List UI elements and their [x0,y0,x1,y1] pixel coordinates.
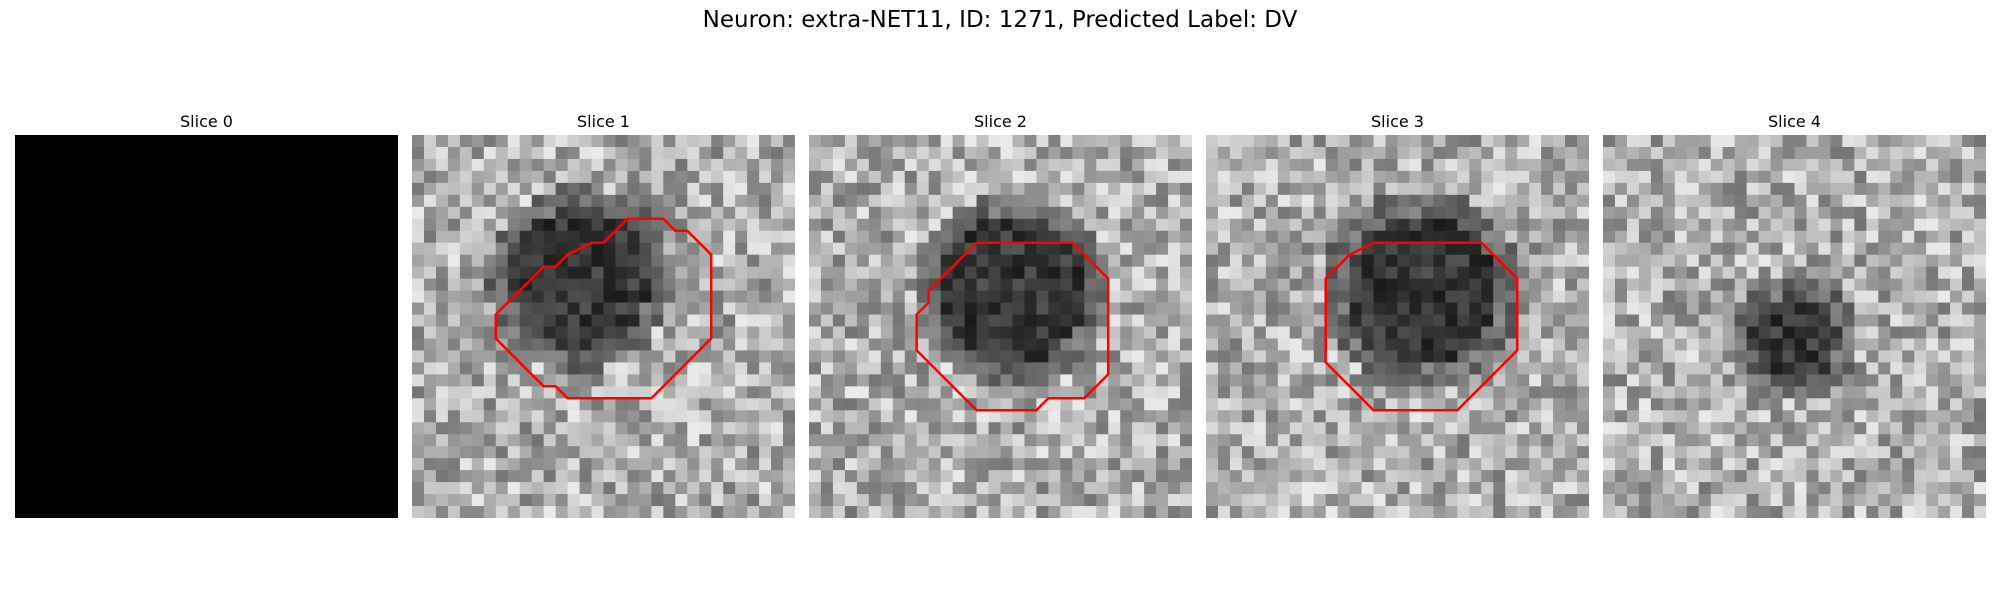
slice-title: Slice 2 [974,112,1027,131]
slice-title: Slice 4 [1768,112,1821,131]
slice-panel-1: Slice 1 [412,110,795,518]
slice-image [1206,135,1589,518]
slice-image [1603,135,1986,518]
slice-image [809,135,1192,518]
slice-title: Slice 0 [180,112,233,131]
segmentation-contour [494,217,713,400]
slice-image [15,135,398,518]
segmentation-contour [915,241,1110,412]
segmentation-contour [1324,241,1519,412]
slice-panel-4: Slice 4 [1603,110,1986,518]
figure-title: Neuron: extra-NET11, ID: 1271, Predicted… [702,7,1298,33]
slice-title: Slice 1 [577,112,630,131]
slice-panel-2: Slice 2 [809,110,1192,518]
slice-title: Slice 3 [1371,112,1424,131]
slice-panel-3: Slice 3 [1206,110,1589,518]
slice-image [412,135,795,518]
slice-panel-0: Slice 0 [15,110,398,518]
